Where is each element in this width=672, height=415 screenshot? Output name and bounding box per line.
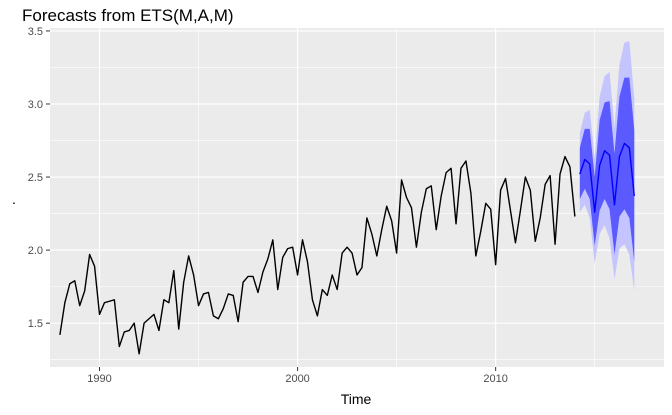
grid-minor xyxy=(50,28,664,367)
axes: 1990 2000 2010 1.5 2.0 2.5 3.0 3.5 xyxy=(28,26,508,385)
y-tick-label: 2.5 xyxy=(28,172,43,184)
x-axis-title: Time xyxy=(341,391,372,407)
y-axis-title: . xyxy=(12,191,16,207)
y-tick-label: 3.5 xyxy=(28,26,43,38)
x-tick-label: 1990 xyxy=(87,373,111,385)
y-tick-label: 1.5 xyxy=(28,318,43,330)
x-tick-label: 2000 xyxy=(285,373,309,385)
y-tick-label: 3.0 xyxy=(28,99,43,111)
x-tick-label: 2010 xyxy=(483,373,507,385)
forecast-intervals xyxy=(579,41,635,292)
plot-panel xyxy=(50,28,664,367)
chart-title: Forecasts from ETS(M,A,M) xyxy=(22,6,234,25)
grid-major xyxy=(50,28,664,367)
forecast-band-80 xyxy=(579,77,635,262)
observed-series-line xyxy=(59,155,576,355)
series-lines xyxy=(59,142,635,355)
y-tick-label: 2.0 xyxy=(28,245,43,257)
forecast-mean-line xyxy=(579,142,635,213)
